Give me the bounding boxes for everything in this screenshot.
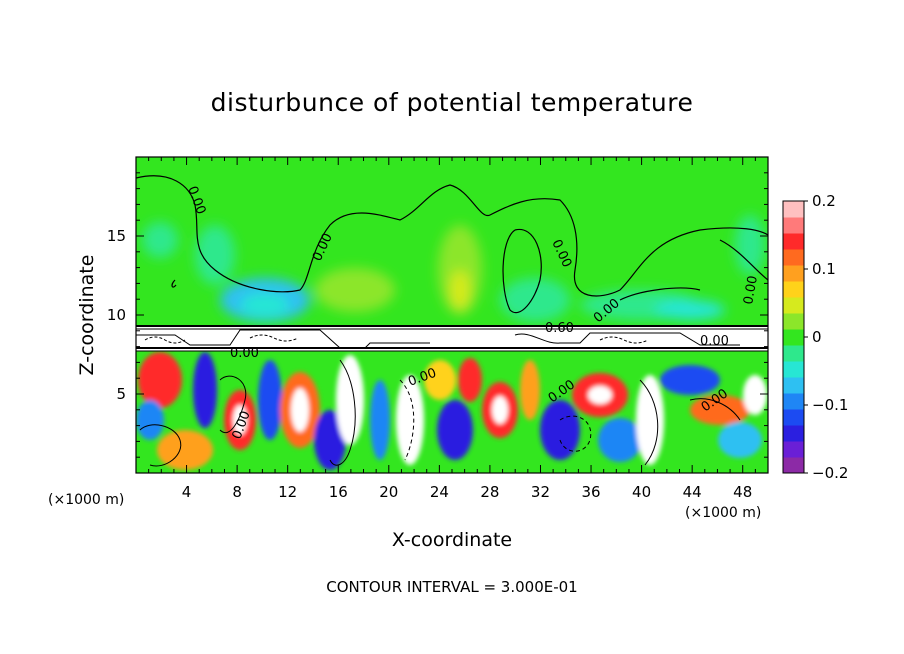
colorbar-swatch xyxy=(783,249,804,266)
colorbar-tick-label: 0 xyxy=(812,328,822,346)
colorbar-swatch xyxy=(783,377,804,394)
colorbar-tick-label: 0.2 xyxy=(812,192,836,210)
chart-title: disturbunce of potential temperature xyxy=(211,88,694,117)
x-tick-label: 24 xyxy=(430,483,449,501)
x-tick-label: 16 xyxy=(329,483,348,501)
x-tick-label: 12 xyxy=(278,483,297,501)
x-tick-label: 44 xyxy=(683,483,702,501)
x-axis-label: X-coordinate xyxy=(392,529,512,551)
colorbar-swatch xyxy=(783,393,804,410)
y-tick-label: 15 xyxy=(107,227,126,245)
colorbar xyxy=(783,201,804,474)
x-unit-left: (×1000 m) xyxy=(48,492,124,508)
lower-field-anomalies xyxy=(136,352,767,470)
x-tick-label: 40 xyxy=(632,483,651,501)
colorbar-swatch xyxy=(783,217,804,234)
upper-contours xyxy=(136,175,768,314)
contour-labels: 0.00 0.00 0.00 0.00 0.00 0.00 0.00 0.00 … xyxy=(184,184,761,441)
contour-label: 0.60 xyxy=(545,321,574,336)
colorbar-swatch xyxy=(783,345,804,362)
colorbar-swatch xyxy=(783,425,804,442)
x-tick-label: 8 xyxy=(232,483,242,501)
x-tick-label: 28 xyxy=(480,483,499,501)
colorbar-labels: 0.2 0.1 0 −0.1 −0.2 xyxy=(804,192,848,482)
y-tick-label: 10 xyxy=(107,306,126,324)
colorbar-swatch xyxy=(783,441,804,458)
upper-field-anomalies xyxy=(142,215,765,322)
x-tick-labels: 4 8 12 16 20 24 28 32 36 40 44 48 xyxy=(182,483,752,501)
colorbar-tick-label: −0.1 xyxy=(812,396,848,414)
colorbar-swatch xyxy=(783,313,804,330)
colorbar-tick-label: 0.1 xyxy=(812,260,836,278)
contour-label: 0.00 xyxy=(700,334,729,349)
axis-ticks xyxy=(136,157,768,473)
y-tick-label: 5 xyxy=(116,385,126,403)
colorbar-tick-label: −0.2 xyxy=(812,464,848,482)
colorbar-swatch xyxy=(783,361,804,378)
x-tick-label: 20 xyxy=(379,483,398,501)
inversion-band-lines xyxy=(136,325,768,352)
x-tick-label: 32 xyxy=(531,483,550,501)
contour-interval-note: CONTOUR INTERVAL = 3.000E-01 xyxy=(326,578,577,596)
contour-label: 0.00 xyxy=(230,346,259,361)
colorbar-swatch xyxy=(783,201,804,218)
x-tick-label: 4 xyxy=(182,483,192,501)
colorbar-swatch xyxy=(783,329,804,346)
lower-contours xyxy=(139,359,741,467)
contour-label: 0.00 xyxy=(741,275,761,306)
colorbar-swatch xyxy=(783,297,804,314)
colorbar-swatch xyxy=(783,457,804,474)
colorbar-swatch xyxy=(783,409,804,426)
y-axis-label: Z-coordinate xyxy=(76,255,98,376)
plot-area: 0.00 0.00 0.00 0.00 0.00 0.00 0.00 0.00 … xyxy=(136,157,768,473)
colorbar-swatch xyxy=(783,265,804,282)
y-tick-labels: 5 10 15 xyxy=(107,227,126,403)
colorbar-swatch xyxy=(783,233,804,250)
x-unit-right: (×1000 m) xyxy=(685,505,761,521)
x-tick-label: 48 xyxy=(733,483,752,501)
x-tick-label: 36 xyxy=(581,483,600,501)
colorbar-swatch xyxy=(783,281,804,298)
